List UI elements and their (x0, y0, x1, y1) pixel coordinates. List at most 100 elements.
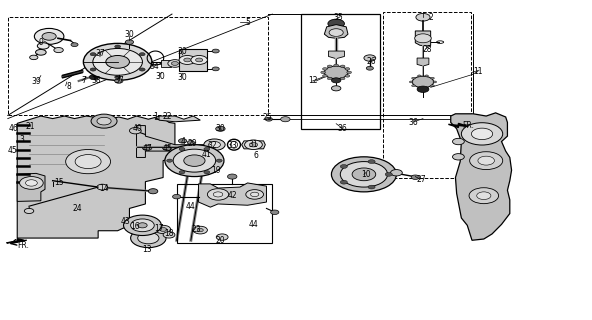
Circle shape (124, 215, 162, 236)
Text: 25: 25 (263, 114, 272, 123)
Circle shape (126, 40, 134, 44)
Circle shape (37, 43, 49, 49)
Circle shape (327, 65, 332, 68)
Circle shape (431, 77, 435, 79)
Text: 28: 28 (422, 44, 432, 54)
Text: 43: 43 (121, 217, 131, 226)
Text: 17: 17 (154, 224, 164, 233)
Circle shape (215, 126, 225, 131)
Circle shape (324, 66, 348, 79)
Circle shape (334, 64, 339, 67)
Polygon shape (198, 183, 266, 207)
Circle shape (471, 128, 493, 140)
Circle shape (93, 49, 143, 75)
Circle shape (156, 225, 170, 234)
Circle shape (167, 159, 172, 162)
Circle shape (172, 195, 181, 199)
Circle shape (213, 192, 223, 197)
Polygon shape (17, 116, 175, 238)
Polygon shape (416, 31, 430, 46)
Circle shape (83, 44, 152, 80)
Circle shape (91, 114, 117, 128)
Text: 1: 1 (153, 113, 158, 122)
Circle shape (334, 78, 339, 81)
Circle shape (131, 219, 155, 232)
Circle shape (323, 75, 327, 77)
Circle shape (461, 123, 503, 145)
Bar (8, 17, 268, 116)
Text: 42: 42 (227, 191, 237, 200)
Circle shape (212, 49, 219, 53)
Circle shape (352, 168, 376, 181)
Text: 36: 36 (408, 118, 418, 127)
Text: 32: 32 (207, 141, 217, 150)
Text: 30: 30 (178, 47, 188, 56)
Text: 26: 26 (367, 57, 377, 66)
Text: 30: 30 (215, 124, 226, 133)
Text: 24: 24 (73, 204, 82, 213)
Circle shape (30, 55, 38, 60)
Text: 29: 29 (187, 139, 197, 148)
Circle shape (193, 226, 207, 234)
Circle shape (281, 117, 290, 122)
Circle shape (160, 228, 167, 231)
Text: 31: 31 (249, 140, 258, 149)
Text: 27: 27 (416, 175, 426, 184)
Circle shape (143, 145, 152, 150)
Circle shape (227, 174, 237, 179)
Circle shape (478, 156, 494, 165)
Text: 33: 33 (227, 141, 237, 150)
Text: 45: 45 (162, 144, 172, 153)
Circle shape (249, 142, 258, 147)
Text: 37: 37 (95, 49, 105, 58)
Circle shape (130, 127, 141, 134)
Circle shape (347, 71, 352, 74)
Text: 2: 2 (428, 13, 433, 22)
Circle shape (42, 33, 56, 40)
Circle shape (208, 141, 220, 148)
Polygon shape (451, 113, 511, 240)
Text: 19: 19 (211, 166, 220, 175)
Text: 20: 20 (215, 236, 225, 245)
Text: 21: 21 (25, 122, 35, 131)
Text: 5: 5 (245, 19, 250, 28)
Circle shape (204, 171, 210, 174)
Circle shape (340, 65, 345, 68)
Circle shape (417, 86, 429, 92)
Text: 23: 23 (192, 225, 202, 234)
Text: 46: 46 (9, 124, 18, 132)
Circle shape (25, 180, 37, 186)
Circle shape (250, 192, 259, 197)
Circle shape (75, 155, 101, 169)
Circle shape (139, 52, 145, 56)
Circle shape (327, 77, 332, 80)
Circle shape (24, 208, 34, 213)
Circle shape (115, 79, 123, 83)
Circle shape (244, 140, 262, 149)
Circle shape (433, 81, 436, 83)
Polygon shape (137, 125, 214, 157)
Circle shape (168, 60, 182, 67)
Circle shape (416, 13, 430, 21)
Circle shape (323, 68, 327, 70)
Circle shape (332, 157, 397, 192)
Circle shape (195, 58, 202, 62)
Circle shape (216, 159, 222, 162)
Circle shape (345, 75, 350, 77)
Circle shape (368, 185, 375, 189)
Circle shape (97, 117, 111, 125)
Circle shape (173, 149, 215, 172)
Circle shape (89, 75, 99, 80)
Circle shape (425, 75, 429, 77)
Circle shape (184, 155, 205, 166)
Text: 3: 3 (19, 135, 24, 144)
Circle shape (246, 190, 263, 199)
Circle shape (179, 171, 185, 174)
Text: 40: 40 (133, 124, 143, 132)
Circle shape (131, 228, 166, 248)
Circle shape (204, 139, 225, 150)
Circle shape (477, 192, 491, 199)
Text: 30: 30 (124, 30, 134, 39)
Circle shape (411, 85, 415, 87)
Circle shape (90, 68, 96, 71)
